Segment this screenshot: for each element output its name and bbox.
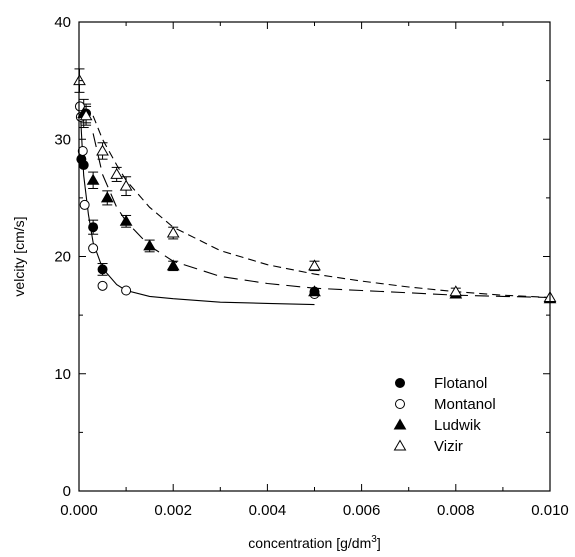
fit-lines: [79, 113, 551, 306]
x-tick-label: 0.004: [249, 502, 287, 519]
point-ludwik: [308, 285, 321, 297]
error-bars: [74, 68, 461, 296]
y-axis-ticks: 0 10 20 30 40: [54, 14, 550, 500]
data-markers: [73, 74, 557, 304]
point-montanol: [77, 145, 88, 156]
point-montanol: [79, 199, 90, 210]
y-tick-label: 0: [63, 483, 71, 500]
point-ludwik: [86, 173, 100, 185]
legend-marker-flotanol: [395, 378, 405, 388]
point-montanol: [121, 285, 132, 296]
point-vizir: [110, 167, 124, 179]
point-montanol: [74, 101, 85, 112]
fit-curve-vizir: [92, 115, 551, 299]
x-axis-title: concentration [g/dm3]: [248, 534, 380, 551]
point-ludwik: [119, 214, 133, 226]
y-tick-label: 20: [54, 249, 71, 266]
point-vizir: [308, 259, 321, 271]
x-axis-title-end: ]: [377, 535, 381, 551]
legend-label-flotanol: Flotanol: [434, 375, 487, 392]
y-axis-title: velcity [cm/s]: [11, 216, 27, 296]
point-vizir: [449, 285, 463, 297]
legend-label-vizir: Vizir: [434, 438, 463, 455]
point-montanol: [88, 243, 99, 254]
legend-label-montanol: Montanol: [434, 396, 496, 413]
legend-marker-montanol: [395, 399, 405, 409]
x-axis-ticks: 0.000 0.002 0.004 0.006 0.008 0.010: [60, 22, 569, 519]
legend: Flotanol Montanol Ludwik Vizir: [393, 375, 496, 455]
x-tick-label: 0.008: [437, 502, 475, 519]
y-tick-label: 40: [54, 14, 71, 31]
legend-label-ludwik: Ludwik: [434, 417, 481, 434]
x-tick-label: 0.000: [60, 502, 98, 519]
y-tick-label: 30: [54, 131, 71, 148]
legend-marker-ludwik: [393, 418, 407, 430]
legend-marker-vizir: [393, 439, 407, 451]
point-ludwik: [143, 239, 156, 251]
point-ludwik: [166, 259, 180, 271]
fit-curve-flotanol: [79, 113, 315, 306]
x-tick-label: 0.006: [343, 502, 381, 519]
point-flotanol: [78, 160, 89, 171]
point-vizir: [119, 179, 133, 191]
point-vizir: [79, 109, 93, 121]
point-flotanol: [88, 222, 99, 233]
x-axis-title-superscript: 3: [371, 534, 377, 545]
y-tick-label: 10: [54, 366, 71, 383]
point-ludwik: [100, 191, 114, 203]
x-tick-label: 0.010: [531, 502, 569, 519]
point-vizir: [166, 226, 180, 238]
x-axis-title-main: concentration [g/dm: [248, 535, 371, 551]
point-montanol: [97, 280, 108, 291]
fit-curve-ludwik: [92, 133, 551, 299]
point-flotanol: [97, 264, 108, 275]
x-tick-label: 0.002: [154, 502, 192, 519]
point-vizir: [96, 144, 109, 156]
